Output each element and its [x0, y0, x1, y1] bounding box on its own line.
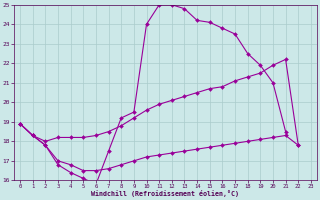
X-axis label: Windchill (Refroidissement éolien,°C): Windchill (Refroidissement éolien,°C)	[92, 190, 239, 197]
